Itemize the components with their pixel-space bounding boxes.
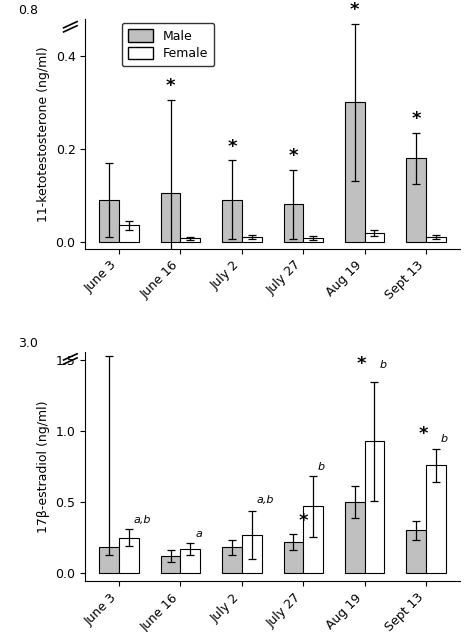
- Bar: [119, 226, 139, 241]
- Legend: Male, Female: Male, Female: [121, 23, 214, 66]
- Bar: [345, 102, 365, 241]
- Bar: [283, 542, 303, 573]
- Text: *: *: [357, 355, 366, 373]
- Bar: [242, 535, 262, 573]
- Bar: [345, 502, 365, 573]
- Text: *: *: [411, 110, 421, 128]
- Text: *: *: [418, 425, 428, 443]
- Text: b: b: [441, 434, 448, 444]
- Bar: [181, 238, 200, 241]
- Text: b: b: [318, 461, 325, 471]
- Y-axis label: 11-ketotestosterone (ng/ml): 11-ketotestosterone (ng/ml): [37, 46, 50, 222]
- Text: *: *: [166, 78, 175, 95]
- Bar: [283, 205, 303, 241]
- Bar: [100, 547, 119, 573]
- Bar: [303, 238, 323, 241]
- Text: *: *: [350, 1, 360, 19]
- Text: a,b: a,b: [256, 495, 274, 505]
- Bar: [222, 200, 242, 241]
- Text: *: *: [228, 138, 237, 155]
- Bar: [406, 158, 426, 241]
- Bar: [365, 233, 384, 241]
- Text: *: *: [299, 512, 308, 530]
- Y-axis label: 17β-estradiol (ng/ml): 17β-estradiol (ng/ml): [37, 401, 50, 533]
- Bar: [161, 193, 181, 241]
- Text: a: a: [195, 529, 202, 539]
- Bar: [161, 556, 181, 573]
- Bar: [242, 237, 262, 241]
- Bar: [365, 441, 384, 573]
- Bar: [181, 549, 200, 573]
- Text: b: b: [379, 360, 386, 370]
- Bar: [222, 547, 242, 573]
- Text: 3.0: 3.0: [18, 337, 38, 349]
- Bar: [406, 530, 426, 573]
- Bar: [426, 237, 446, 241]
- Bar: [426, 465, 446, 573]
- Bar: [100, 200, 119, 241]
- Text: a,b: a,b: [134, 514, 151, 525]
- Text: *: *: [289, 147, 298, 165]
- Text: 0.8: 0.8: [18, 4, 38, 16]
- Bar: [303, 506, 323, 573]
- Bar: [119, 537, 139, 573]
